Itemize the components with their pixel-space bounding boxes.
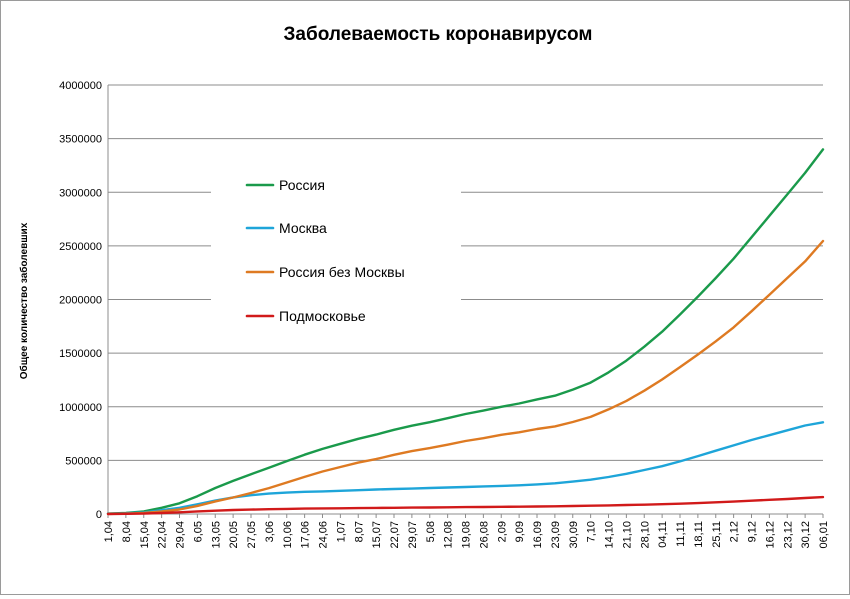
series-line-1 bbox=[106, 148, 825, 515]
y-tick-label: 0 bbox=[96, 509, 102, 521]
x-tick-label: 28,10 bbox=[639, 521, 651, 549]
x-tick-label: 17,06 bbox=[300, 521, 312, 549]
y-tick-label: 2500000 bbox=[59, 241, 102, 253]
x-tick-label: 21,10 bbox=[621, 521, 633, 549]
x-tick-label: 29,04 bbox=[175, 521, 187, 549]
x-tick-label: 15,07 bbox=[371, 521, 383, 549]
y-tick-label: 2000000 bbox=[59, 295, 102, 307]
x-tick-label: 12,08 bbox=[443, 521, 455, 549]
x-tick-label: 16,09 bbox=[532, 521, 544, 549]
x-tick-label: 6,05 bbox=[192, 521, 204, 542]
x-tick-label: 8,04 bbox=[121, 521, 133, 542]
series-line-2 bbox=[106, 421, 825, 515]
x-tick-label: 10,06 bbox=[282, 521, 294, 549]
y-tick-label: 3500000 bbox=[59, 134, 102, 146]
x-tick-label: 06,01 bbox=[818, 521, 830, 549]
x-tick-label: 13,05 bbox=[210, 521, 222, 549]
x-tick-label: 29,07 bbox=[407, 521, 419, 549]
x-tick-label: 24,06 bbox=[318, 521, 330, 549]
x-tick-label: 18,11 bbox=[693, 521, 705, 548]
series-line-4 bbox=[106, 495, 825, 516]
x-tick-label: 2,12 bbox=[729, 521, 741, 542]
x-tick-label: 26,08 bbox=[478, 521, 490, 549]
legend: Россия Москва Россия без Москвы Подмосковье bbox=[211, 153, 461, 343]
x-tick-label: 19,08 bbox=[461, 521, 473, 549]
x-tick-label: 30,09 bbox=[568, 521, 580, 549]
y-tick-label: 500000 bbox=[65, 455, 102, 467]
x-tick-label: 27,05 bbox=[246, 521, 258, 549]
series-line-3 bbox=[106, 239, 825, 516]
x-tick-label: 3,06 bbox=[264, 521, 276, 542]
x-tick-label: 20,05 bbox=[228, 521, 240, 549]
x-tick-label: 9,12 bbox=[747, 521, 759, 542]
y-axis-label: Общее количество заболевших bbox=[18, 222, 30, 379]
x-tick-label: 23,12 bbox=[782, 521, 794, 549]
legend-label: Подмосковье bbox=[279, 308, 366, 324]
x-tick-label: 25,11 bbox=[711, 521, 723, 548]
y-tick-label: 1500000 bbox=[59, 348, 102, 360]
x-tick-label: 22,04 bbox=[157, 521, 169, 549]
legend-label: Россия без Москвы bbox=[279, 264, 405, 280]
chart-title: Заболеваемость коронавирусом bbox=[284, 24, 593, 45]
x-tick-label: 1,04 bbox=[103, 521, 115, 542]
series-lines bbox=[106, 148, 825, 516]
x-tick-label: 2,09 bbox=[496, 521, 508, 542]
x-tick-label: 5,08 bbox=[425, 521, 437, 542]
x-tick-label: 23,09 bbox=[550, 521, 562, 549]
y-tick-label: 3000000 bbox=[59, 187, 102, 199]
x-tick-label: 1,07 bbox=[335, 521, 347, 542]
x-tick-label: 16,12 bbox=[764, 521, 776, 549]
x-tick-label: 15,04 bbox=[139, 521, 151, 549]
legend-label: Москва bbox=[279, 220, 327, 236]
axes: 0 500000 1000000 1500000 2000000 2500000 30000… bbox=[59, 80, 830, 549]
x-tick-label: 22,07 bbox=[389, 521, 401, 549]
legend-label: Россия bbox=[279, 177, 325, 193]
x-tick-label: 9,09 bbox=[514, 521, 526, 542]
y-tick-label: 1000000 bbox=[59, 402, 102, 414]
x-tick-label: 04,11 bbox=[657, 521, 669, 548]
x-tick-label: 7,10 bbox=[586, 521, 598, 542]
x-tick-label: 14,10 bbox=[604, 521, 616, 549]
x-tick-label: 11,11 bbox=[675, 521, 687, 547]
y-tick-label: 4000000 bbox=[59, 80, 102, 92]
x-tick-label: 30,12 bbox=[800, 521, 812, 549]
x-tick-label: 8,07 bbox=[353, 521, 365, 542]
